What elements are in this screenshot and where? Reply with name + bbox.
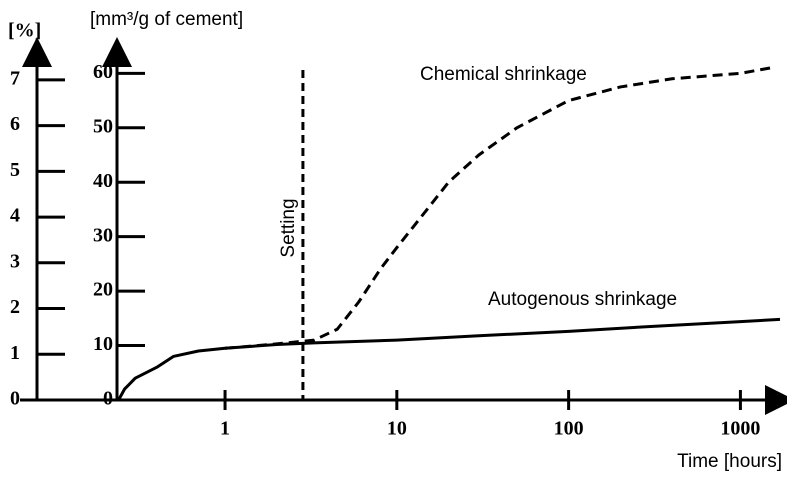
y-tick-label: 6 [10, 113, 20, 135]
series-line [224, 66, 771, 350]
legend-label: Chemical shrinkage [420, 64, 587, 85]
y-tick-label: 4 [10, 205, 20, 227]
y-tick-label: 1 [10, 342, 20, 364]
series-line [117, 317, 781, 401]
annotation: Setting [278, 198, 299, 257]
y2-tick-label: 10 [93, 333, 113, 355]
y2-axis-label: [mm³/g of cement] [90, 9, 243, 30]
y-tick-label: 0 [10, 388, 20, 410]
y2-tick-label: 40 [93, 170, 113, 192]
y-tick-label: 5 [10, 159, 20, 181]
x-tick-label: 1000 [720, 418, 760, 440]
y-tick-label: 7 [10, 67, 20, 89]
x-axis-label: Time [hours] [677, 451, 782, 472]
legend-label: Autogenous shrinkage [488, 289, 677, 310]
y-tick-label: 3 [10, 250, 20, 272]
x-tick-label: 10 [387, 418, 407, 440]
y2-tick-label: 50 [93, 115, 113, 137]
y2-tick-label: 30 [93, 224, 113, 246]
y2-tick-label: 0 [103, 388, 113, 410]
x-tick-label: 1 [220, 418, 230, 440]
y2-tick-label: 60 [93, 61, 113, 83]
y-axis-label: [%] [8, 20, 41, 42]
y-tick-label: 2 [10, 296, 20, 318]
y2-tick-label: 20 [93, 279, 113, 301]
x-tick-label: 100 [554, 418, 584, 440]
